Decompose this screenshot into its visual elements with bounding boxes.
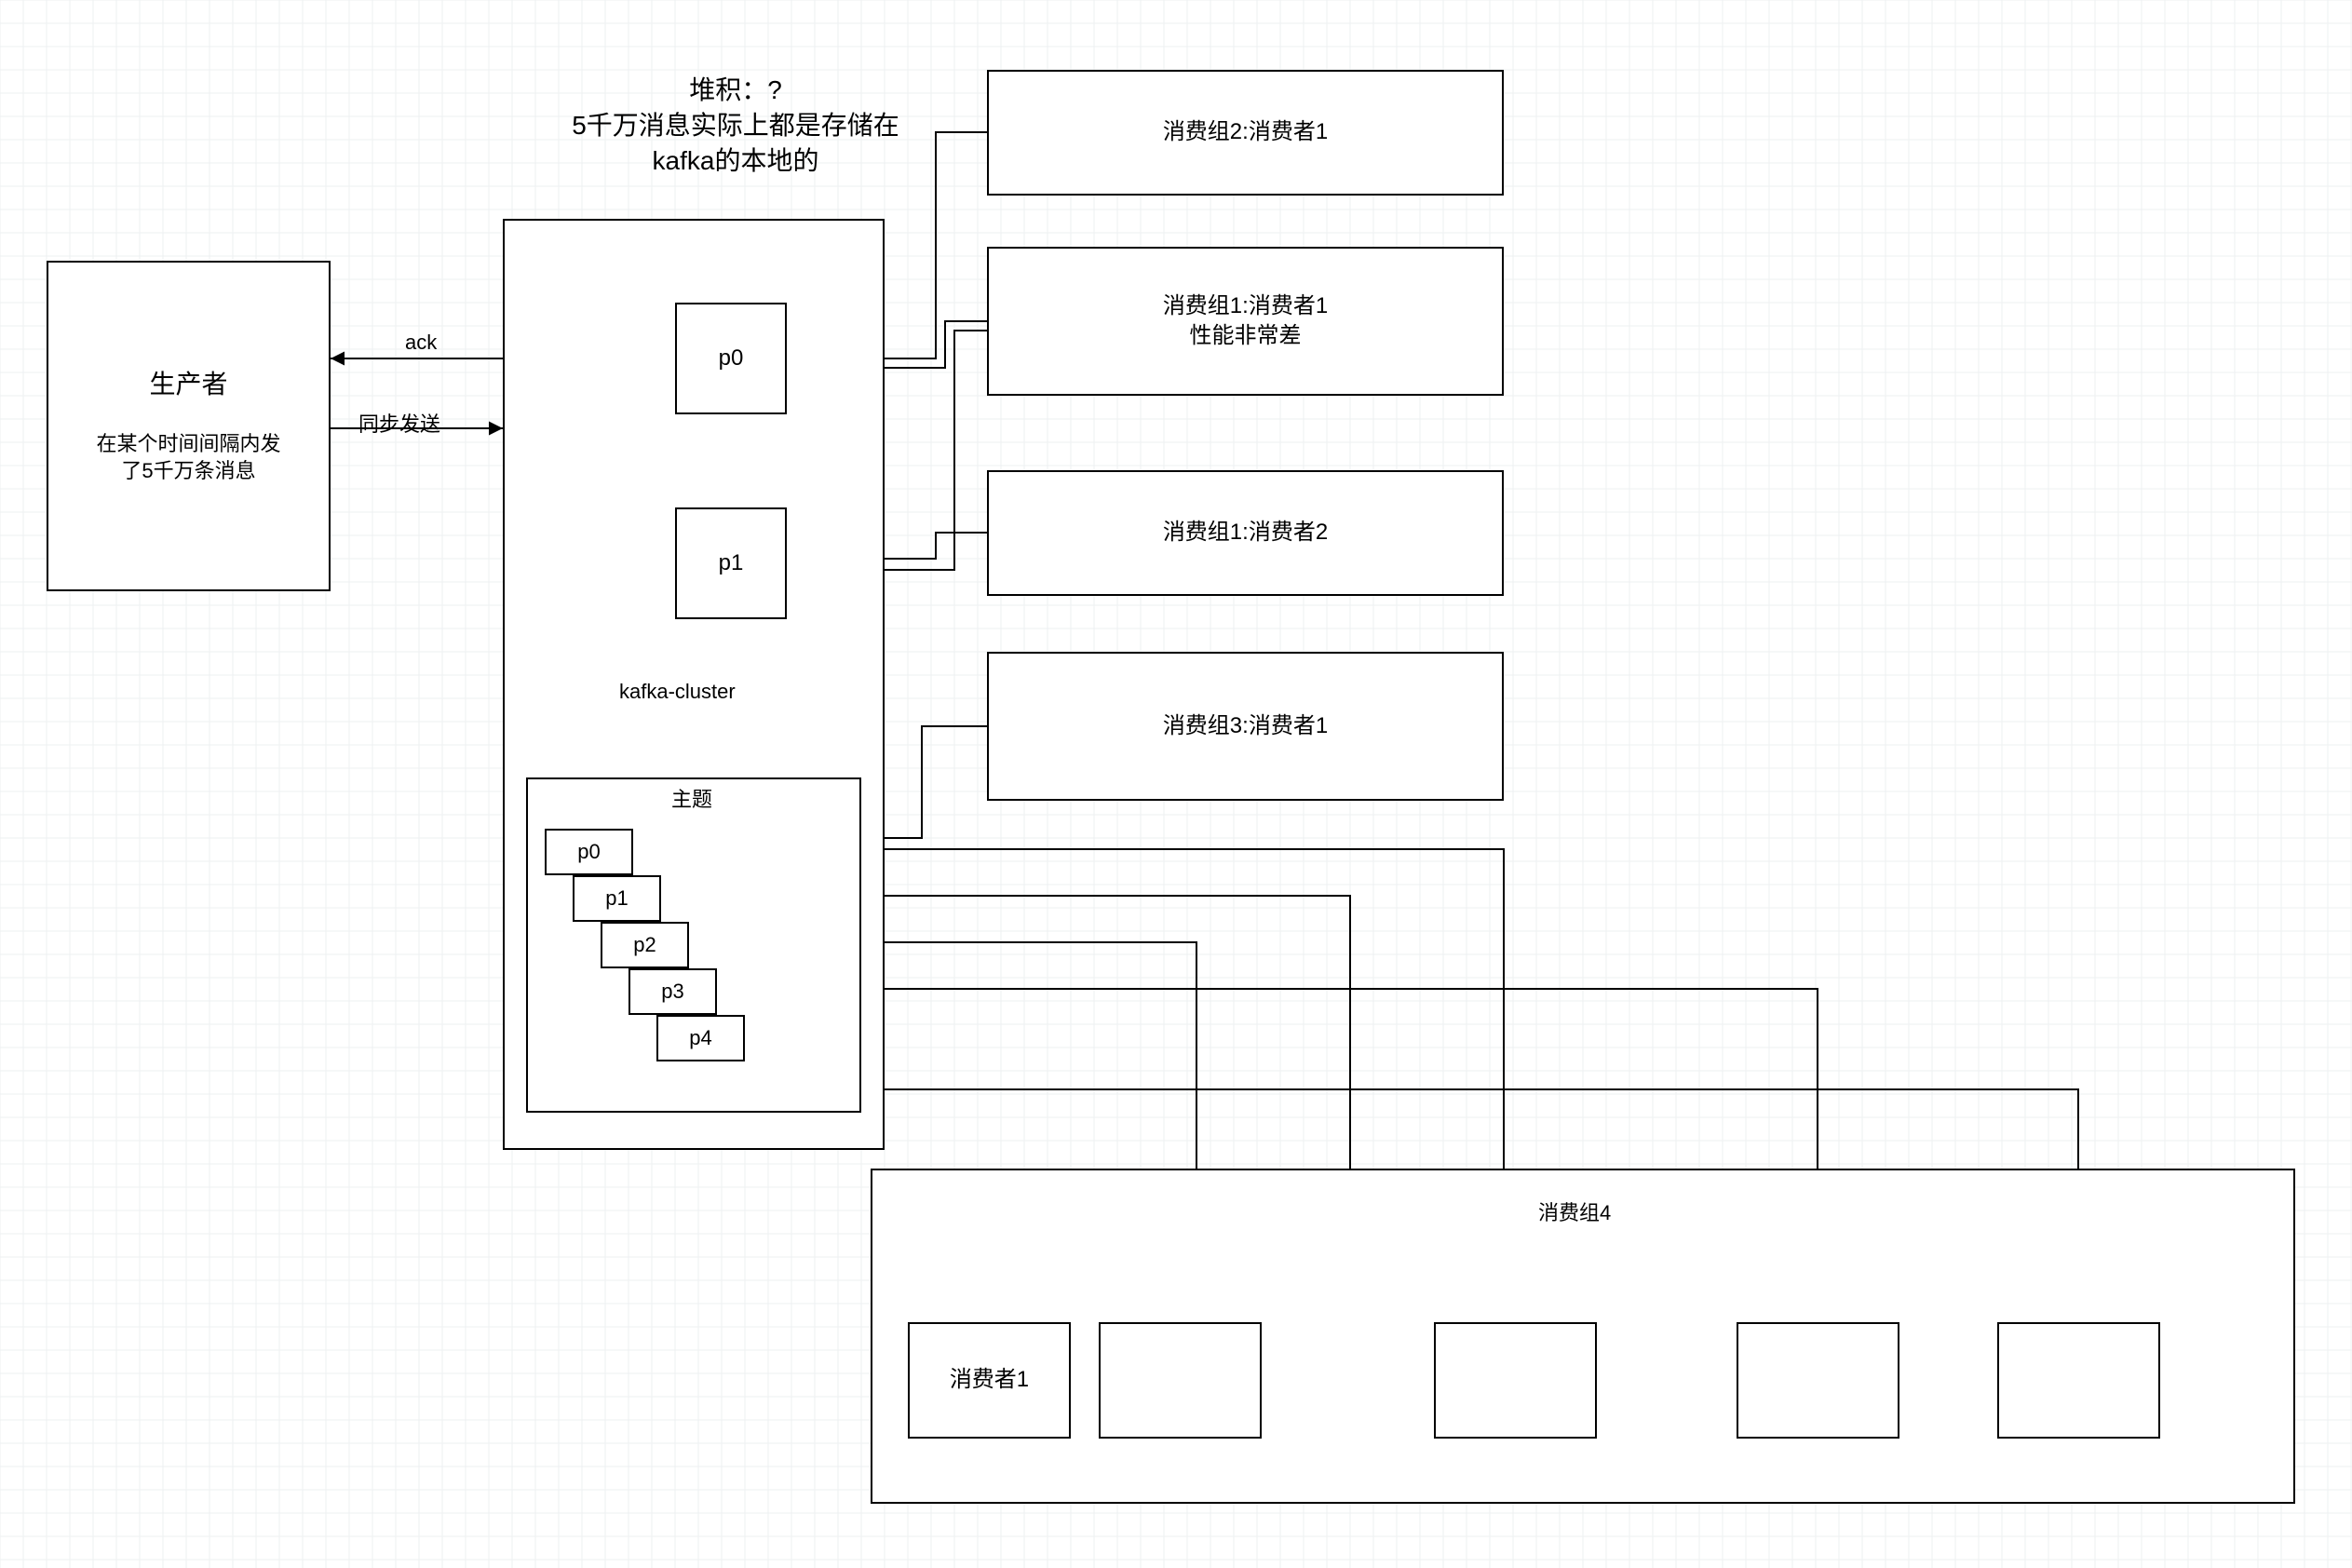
topic-part-p1: p1	[573, 875, 661, 922]
group4-consumer-0: 消费者1	[908, 1322, 1071, 1439]
topic-part-p2-label: p2	[633, 931, 656, 959]
partition-p0: p0	[675, 303, 787, 414]
diagram-canvas: 堆积：?5千万消息实际上都是存储在kafka的本地的生产者在某个时间间隔内发了5…	[0, 0, 2352, 1568]
topic-label: 主题	[671, 783, 712, 813]
topic-part-p1-label: p1	[605, 885, 628, 912]
group4-consumer-1	[1099, 1322, 1262, 1439]
kafka-cluster-label: kafka-cluster	[619, 680, 736, 704]
edge-label-ack: ack	[405, 331, 437, 355]
topic-part-p2: p2	[601, 922, 689, 968]
consumer-c1-2: 消费组1:消费者2	[987, 470, 1504, 596]
group4-consumer-3	[1737, 1322, 1899, 1439]
consumer-c1-1-label: 消费组1:消费者1	[1163, 291, 1328, 321]
consumer-c2-1-label: 消费组2:消费者1	[1163, 117, 1328, 147]
annotation-label: kafka的本地的	[653, 143, 819, 179]
topic-part-p0-label: p0	[577, 838, 600, 866]
partition-p1-label: p1	[719, 548, 744, 578]
group4-consumer-4	[1997, 1322, 2160, 1439]
consumer-c1-1: 消费组1:消费者1性能非常差	[987, 247, 1504, 396]
consumer-group-4-label: 消费组4	[1538, 1196, 1611, 1226]
producer-subtitle: 在某个时间间隔内发了5千万条消息	[96, 430, 280, 485]
group4-consumer-2	[1434, 1322, 1597, 1439]
partition-p1: p1	[675, 507, 787, 619]
producer-title: 生产者	[149, 367, 227, 402]
consumer-c3-1: 消费组3:消费者1	[987, 652, 1504, 801]
topic-part-p0: p0	[545, 829, 633, 875]
edge-label-sync: 同步发送	[358, 408, 440, 438]
consumer-c2-1: 消费组2:消费者1	[987, 70, 1504, 196]
topic-part-p4: p4	[656, 1015, 745, 1061]
consumer-c3-1-label: 消费组3:消费者1	[1163, 711, 1328, 741]
annotation-label: 5千万消息实际上都是存储在	[572, 108, 899, 143]
annotation: 堆积：?5千万消息实际上都是存储在kafka的本地的	[540, 74, 931, 177]
producer-box: 生产者在某个时间间隔内发了5千万条消息	[47, 261, 331, 591]
group4-consumer-0-label: 消费者1	[950, 1365, 1029, 1395]
topic-part-p3-label: p3	[661, 978, 683, 1006]
partition-p0-label: p0	[719, 344, 744, 373]
annotation-label: 堆积：?	[689, 73, 782, 108]
consumer-c1-2-label: 消费组1:消费者2	[1163, 518, 1328, 547]
consumer-c1-1-label: 性能非常差	[1190, 321, 1302, 351]
topic-part-p4-label: p4	[689, 1024, 711, 1052]
topic-part-p3: p3	[629, 968, 717, 1015]
topic-box	[526, 777, 861, 1113]
